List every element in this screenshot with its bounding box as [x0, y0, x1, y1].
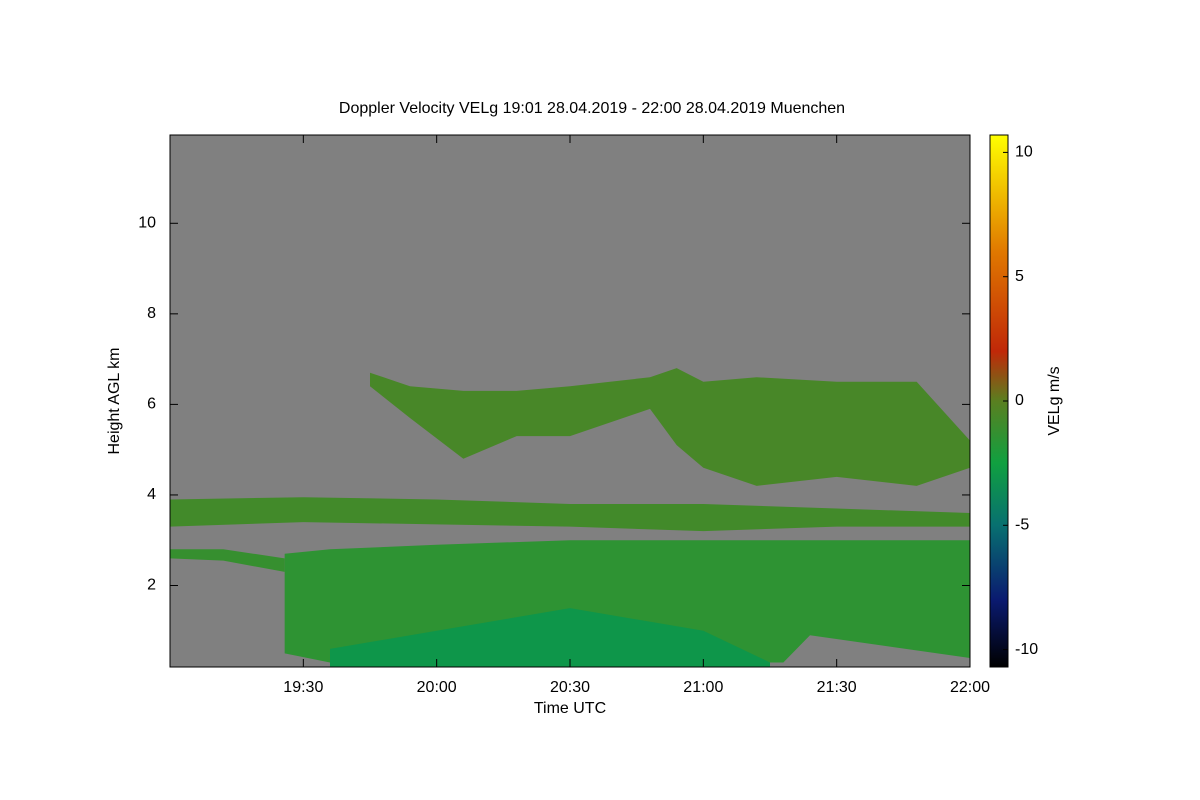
- x-tick-label: 19:30: [283, 679, 323, 696]
- x-tick-label: 20:00: [417, 679, 457, 696]
- y-tick-label: 8: [147, 305, 156, 322]
- colorbar-tick-label: 5: [1015, 268, 1024, 285]
- x-tick-label: 20:30: [550, 679, 590, 696]
- velocity-region: [370, 368, 970, 486]
- velocity-region: [170, 549, 285, 572]
- y-axis-label: Height AGL km: [106, 347, 123, 454]
- velocity-region: [330, 608, 770, 667]
- x-axis-label: Time UTC: [534, 700, 606, 717]
- x-tick-label: 21:30: [817, 679, 857, 696]
- x-tick-label: 22:00: [950, 679, 990, 696]
- colorbar-tick-label: -5: [1015, 517, 1029, 534]
- colorbar-tick-label: 0: [1015, 392, 1024, 409]
- colorbar-label: VELg m/s: [1046, 366, 1063, 435]
- colorbar-tick-label: -10: [1015, 641, 1038, 658]
- y-tick-label: 2: [147, 577, 156, 594]
- velocity-region: [170, 497, 970, 532]
- y-tick-label: 10: [138, 215, 156, 232]
- chart-title: Doppler Velocity VELg 19:01 28.04.2019 -…: [339, 100, 845, 117]
- colorbar-tick-label: 10: [1015, 144, 1033, 161]
- y-tick-label: 6: [147, 396, 156, 413]
- y-tick-label: 4: [147, 486, 156, 503]
- x-tick-label: 21:00: [683, 679, 723, 696]
